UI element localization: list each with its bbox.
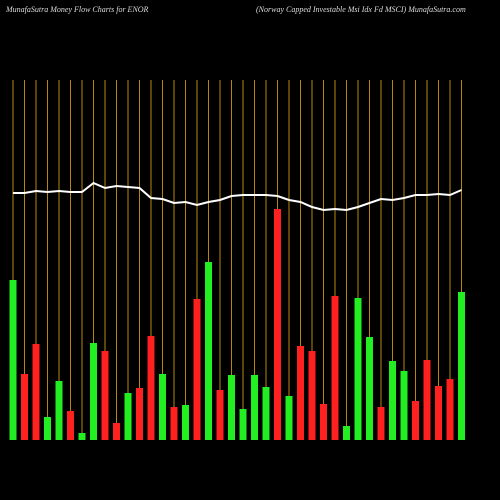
bar xyxy=(354,298,362,440)
bar xyxy=(435,386,442,440)
bar xyxy=(423,360,431,440)
bar xyxy=(343,426,350,440)
bar xyxy=(216,390,224,440)
bar xyxy=(389,361,396,440)
bar xyxy=(331,296,339,440)
bar xyxy=(101,351,109,440)
bar xyxy=(159,374,166,440)
bar xyxy=(170,407,178,440)
bar xyxy=(366,337,373,440)
bar xyxy=(32,344,40,440)
bar xyxy=(147,336,155,440)
bar xyxy=(193,299,201,440)
bar xyxy=(308,351,316,440)
bar xyxy=(136,388,143,440)
bar xyxy=(182,405,189,440)
bar xyxy=(239,409,247,440)
bar xyxy=(9,280,17,440)
bar xyxy=(274,209,281,440)
bar xyxy=(90,343,97,440)
bar xyxy=(44,417,51,440)
bar xyxy=(205,262,212,440)
chart-subtitle: (Norway Capped Investable Msi Idx Fd MSC… xyxy=(256,5,466,14)
bar xyxy=(285,396,293,440)
bar xyxy=(446,379,454,440)
money-flow-line xyxy=(13,181,462,212)
bar xyxy=(21,374,28,440)
bar xyxy=(262,387,270,440)
bar xyxy=(113,423,120,440)
bar xyxy=(67,411,74,440)
bar xyxy=(412,401,419,440)
bar xyxy=(297,346,304,440)
bar xyxy=(78,433,86,440)
chart-title: MunafaSutra Money Flow Charts for ENOR xyxy=(5,5,149,14)
bar xyxy=(458,292,465,440)
bar xyxy=(400,371,408,440)
bar xyxy=(124,393,132,440)
bar xyxy=(55,381,63,440)
bar xyxy=(251,375,258,440)
bar xyxy=(320,404,327,440)
bar xyxy=(377,407,385,440)
bar xyxy=(228,375,235,440)
